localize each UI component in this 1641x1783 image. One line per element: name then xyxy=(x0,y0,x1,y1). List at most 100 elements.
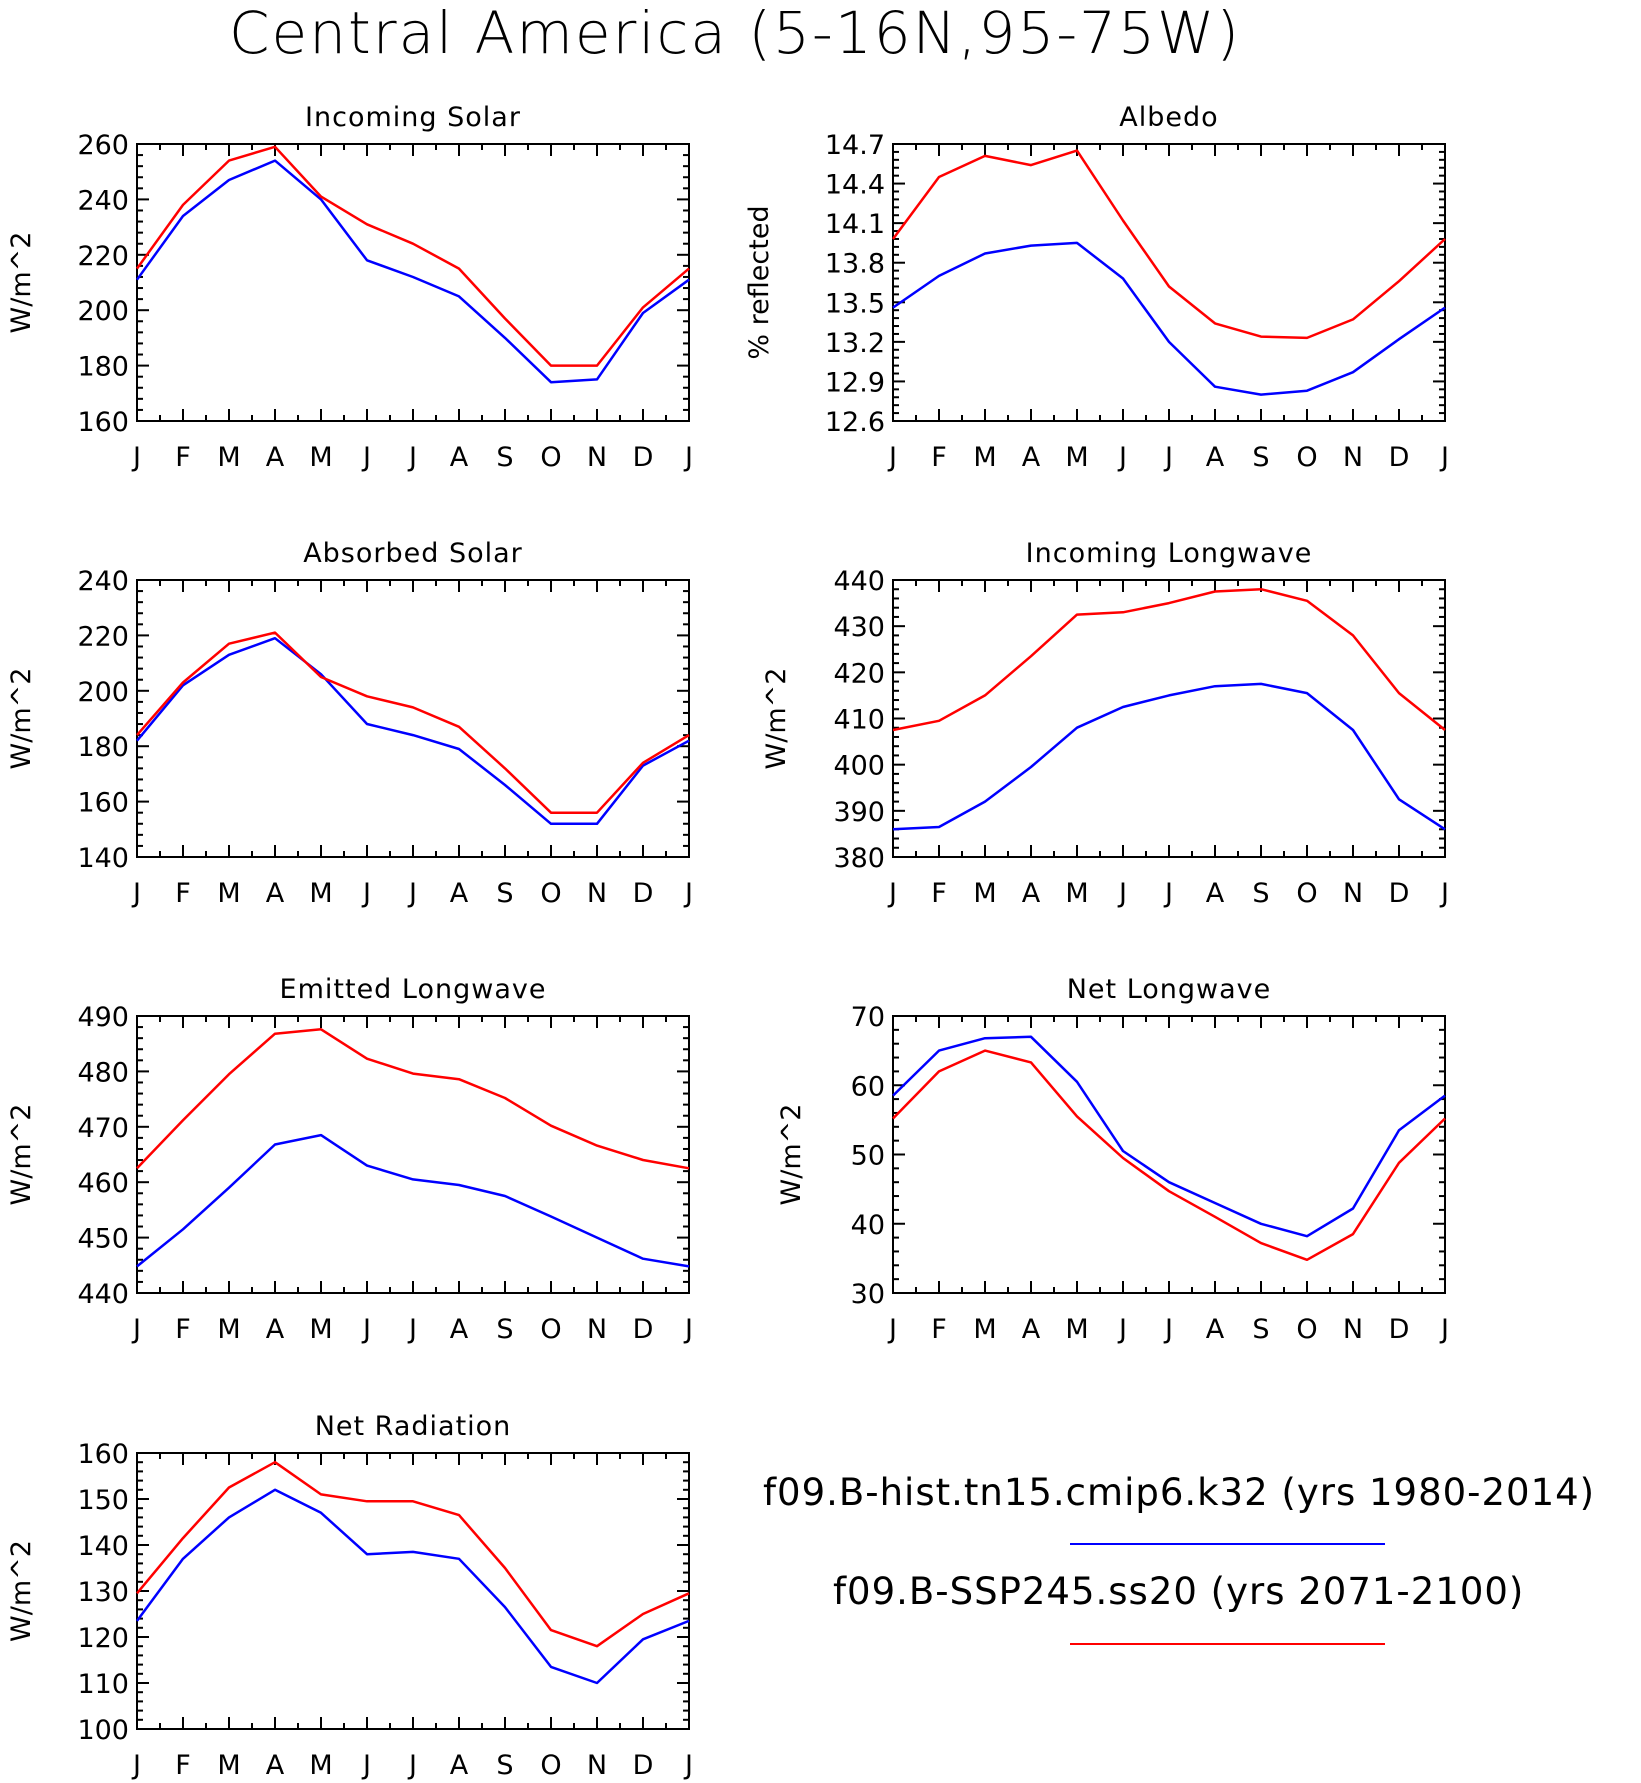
x-tick-label: A xyxy=(450,442,469,473)
x-tick-label: A xyxy=(266,1750,285,1781)
x-tick-label: N xyxy=(1343,1314,1363,1345)
x-tick-label: A xyxy=(450,1750,469,1781)
x-tick-label: J xyxy=(1163,1314,1173,1345)
x-tick-label: M xyxy=(1065,878,1088,909)
x-tick-label: M xyxy=(309,1750,332,1781)
y-tick-label: 410 xyxy=(833,705,885,736)
panel-title: Emitted Longwave xyxy=(280,974,547,1005)
x-tick-label: S xyxy=(1252,878,1269,909)
series-line-hist xyxy=(136,1133,690,1268)
y-tick-label: 100 xyxy=(77,1715,129,1746)
x-tick-label: J xyxy=(407,1750,417,1781)
x-tick-label: D xyxy=(1389,878,1410,909)
y-tick-label: 430 xyxy=(833,612,885,643)
panels: J F M A M J J A S O N D J160180200220240260Incoming … xyxy=(6,102,1449,1781)
x-tick-label: F xyxy=(931,1314,947,1345)
y-tick-label: 470 xyxy=(77,1113,129,1144)
y-tick-label: 140 xyxy=(77,1531,129,1562)
x-tick-label: J xyxy=(1117,878,1127,909)
x-tick-label: N xyxy=(587,1750,607,1781)
y-tick-label: 12.6 xyxy=(825,407,885,438)
x-tick-label: A xyxy=(450,878,469,909)
y-tick-label: 70 xyxy=(851,1002,885,1033)
legend-label-hist: f09.B-hist.tn15.cmip6.k32 (yrs 1980-2014… xyxy=(763,1471,1595,1514)
x-tick-label: S xyxy=(1252,442,1269,473)
x-tick-label: O xyxy=(540,878,561,909)
panel-title: Albedo xyxy=(1119,102,1218,133)
x-tick-label: O xyxy=(540,1750,561,1781)
series-line-ssp xyxy=(136,1028,690,1170)
x-tick-label: O xyxy=(540,442,561,473)
y-tick-label: 12.9 xyxy=(825,367,885,398)
x-tick-label: F xyxy=(175,878,191,909)
x-tick-label: N xyxy=(1343,878,1363,909)
y-tick-label: 390 xyxy=(833,797,885,828)
x-tick-label: J xyxy=(887,878,897,909)
series-line-hist xyxy=(135,159,690,384)
x-tick-label: F xyxy=(931,442,947,473)
y-tick-label: 150 xyxy=(77,1485,129,1516)
y-tick-label: 240 xyxy=(77,566,129,597)
series-line-hist xyxy=(135,1488,690,1685)
x-tick-label: M xyxy=(973,878,996,909)
y-axis-label: W/m^2 xyxy=(6,1104,37,1206)
y-tick-label: 120 xyxy=(77,1623,129,1654)
legend: f09.B-hist.tn15.cmip6.k32 (yrs 1980-2014… xyxy=(763,1471,1595,1645)
y-tick-label: 460 xyxy=(77,1168,129,1199)
y-tick-label: 180 xyxy=(77,732,129,763)
x-tick-label: O xyxy=(1296,878,1317,909)
x-tick-label: M xyxy=(217,1750,240,1781)
x-tick-label: O xyxy=(1296,1314,1317,1345)
y-tick-label: 180 xyxy=(77,352,129,383)
x-tick-label: A xyxy=(1206,1314,1225,1345)
series-line-ssp xyxy=(891,149,1446,340)
x-tick-label: J xyxy=(407,878,417,909)
x-tick-label: J xyxy=(683,442,693,473)
y-tick-label: 13.8 xyxy=(825,249,885,280)
x-tick-label: M xyxy=(309,442,332,473)
panel-title: Absorbed Solar xyxy=(303,538,523,569)
x-tick-label: A xyxy=(266,1314,285,1345)
x-tick-label: J xyxy=(131,442,141,473)
plot-frame xyxy=(892,579,1446,858)
y-tick-label: 380 xyxy=(833,843,885,874)
panel-title: Net Radiation xyxy=(315,1411,512,1442)
y-tick-label: 50 xyxy=(851,1141,885,1172)
x-tick-label: M xyxy=(1065,442,1088,473)
y-tick-label: 13.2 xyxy=(825,328,885,359)
x-tick-label: J xyxy=(887,442,897,473)
x-tick-label: O xyxy=(1296,442,1317,473)
y-axis-label: W/m^2 xyxy=(761,668,792,770)
x-tick-label: J xyxy=(1117,1314,1127,1345)
x-tick-label: N xyxy=(587,878,607,909)
x-tick-label: J xyxy=(1163,878,1173,909)
y-tick-label: 420 xyxy=(833,658,885,689)
x-tick-label: F xyxy=(175,1314,191,1345)
legend-label-ssp: f09.B-SSP245.ss20 (yrs 2071-2100) xyxy=(833,1570,1524,1613)
series-line-ssp xyxy=(135,145,690,367)
y-tick-label: 220 xyxy=(77,621,129,652)
y-tick-label: 13.5 xyxy=(825,288,885,319)
series-line-ssp xyxy=(136,1460,690,1648)
y-tick-label: 130 xyxy=(77,1577,129,1608)
series-line-hist xyxy=(892,682,1446,831)
x-tick-label: F xyxy=(175,1750,191,1781)
x-tick-label: M xyxy=(973,442,996,473)
y-tick-label: 490 xyxy=(77,1002,129,1033)
plot-frame xyxy=(136,1015,690,1294)
y-tick-label: 160 xyxy=(77,788,129,819)
y-tick-label: 440 xyxy=(833,566,885,597)
x-tick-label: J xyxy=(407,1314,417,1345)
y-tick-label: 14.7 xyxy=(825,130,885,161)
y-axis-label: W/m^2 xyxy=(6,1540,37,1642)
y-tick-label: 160 xyxy=(77,407,129,438)
panel-title: Net Longwave xyxy=(1067,974,1272,1005)
series-line-hist xyxy=(892,241,1446,396)
x-tick-label: M xyxy=(309,1314,332,1345)
x-tick-label: S xyxy=(496,1750,513,1781)
panel-albedo: J F M A M J J A S O N D J12.612.913.213.513.814.114.… xyxy=(744,102,1449,473)
plot-frame xyxy=(892,143,1446,422)
series-line-ssp xyxy=(136,631,690,814)
